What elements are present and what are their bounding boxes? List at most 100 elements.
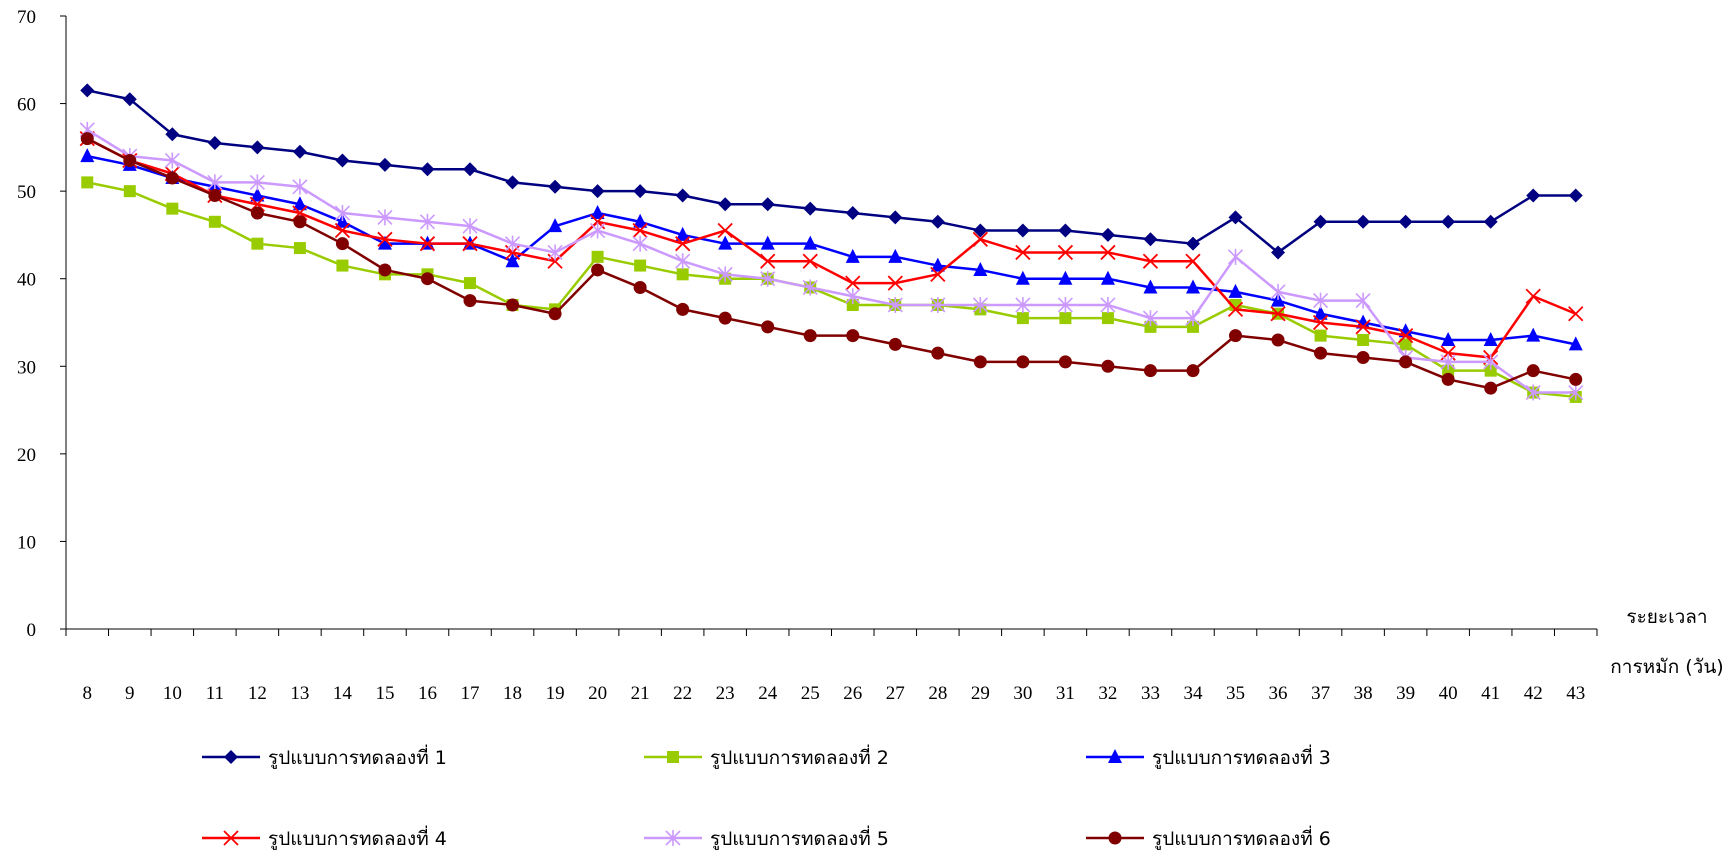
data-point <box>888 337 902 351</box>
data-point <box>208 215 221 228</box>
data-point <box>803 329 817 343</box>
data-point <box>1441 332 1456 347</box>
data-point <box>1525 384 1541 401</box>
data-point <box>973 261 988 276</box>
data-point <box>1271 245 1286 260</box>
data-point <box>1015 244 1031 261</box>
series-line <box>86 128 1576 394</box>
data-point <box>1313 305 1328 320</box>
data-point <box>462 218 478 235</box>
data-point <box>250 140 265 155</box>
data-point <box>930 266 946 282</box>
data-point <box>1399 338 1412 351</box>
data-point <box>80 148 95 163</box>
legend-item-6: รูปแบบการทดลองที่ 6 <box>1086 825 1331 850</box>
data-point <box>931 346 945 360</box>
data-point <box>1568 306 1584 322</box>
data-point <box>676 268 689 281</box>
legend-item-1: รูปแบบการทดลองที่ 1 <box>202 744 447 769</box>
data-point <box>462 236 478 252</box>
data-point <box>1185 253 1201 269</box>
data-point <box>1015 223 1030 238</box>
y-tick-label: 50 <box>17 182 36 203</box>
data-point <box>548 307 562 321</box>
data-point <box>761 320 775 334</box>
data-point <box>1483 214 1498 229</box>
data-point <box>1356 351 1370 365</box>
data-point <box>1313 292 1329 309</box>
x-tick-label: 30 <box>1013 683 1032 704</box>
data-point <box>250 206 264 220</box>
data-point <box>249 174 265 191</box>
data-point <box>123 185 136 198</box>
data-point <box>420 272 434 286</box>
x-axis-title-line2: การหมัก (วัน) <box>1610 656 1723 678</box>
data-point <box>1016 355 1030 369</box>
series-line <box>87 89 1576 254</box>
data-point <box>1355 319 1371 335</box>
legend-marker <box>1108 831 1122 845</box>
x-axis-title-line1: ระยะเวลา <box>1626 606 1707 628</box>
data-point <box>803 201 818 216</box>
x-tick-label: 22 <box>673 683 692 704</box>
data-point <box>1270 306 1286 322</box>
data-point <box>887 275 903 291</box>
x-tick-label: 17 <box>461 683 480 704</box>
data-point <box>293 215 307 229</box>
legend-marker <box>224 750 238 764</box>
data-point <box>334 205 350 222</box>
data-point <box>718 235 733 250</box>
x-tick-label: 34 <box>1183 683 1203 704</box>
data-point <box>1100 270 1115 285</box>
data-point <box>1228 283 1243 298</box>
x-tick-label: 8 <box>83 683 93 704</box>
y-tick-label: 20 <box>17 445 36 466</box>
data-point <box>1399 355 1413 369</box>
data-point <box>1142 253 1159 269</box>
data-point <box>1100 244 1116 261</box>
data-point <box>336 259 349 272</box>
x-tick-label: 23 <box>716 683 735 704</box>
data-point <box>633 213 648 228</box>
data-point <box>1143 232 1158 247</box>
data-point <box>335 237 349 251</box>
legend-item-2: รูปแบบการทดลองที่ 2 <box>644 744 889 769</box>
data-point <box>1143 279 1158 294</box>
data-point <box>464 277 477 290</box>
data-point <box>718 197 733 212</box>
data-point <box>504 235 521 252</box>
x-tick-label: 29 <box>971 683 990 704</box>
data-point <box>675 226 690 241</box>
data-point <box>377 157 392 172</box>
data-point <box>633 280 647 294</box>
x-tick-label: 26 <box>843 683 862 704</box>
x-tick-label: 39 <box>1396 683 1415 704</box>
data-point <box>634 259 647 272</box>
data-point <box>1059 312 1072 325</box>
legend-label: รูปแบบการทดลองที่ 3 <box>1152 744 1331 769</box>
data-point <box>1101 312 1114 325</box>
data-point <box>1440 353 1456 370</box>
x-tick-label: 36 <box>1269 683 1288 704</box>
x-tick-label: 24 <box>758 683 778 704</box>
data-point <box>420 162 435 177</box>
legend-label: รูปแบบการทดลองที่ 1 <box>268 744 447 769</box>
x-tick-label: 32 <box>1098 683 1117 704</box>
data-point <box>760 235 775 250</box>
data-point <box>845 275 861 291</box>
data-point <box>1229 298 1242 311</box>
series-6 <box>80 132 1583 395</box>
data-point <box>1186 364 1200 378</box>
data-point <box>1227 301 1244 318</box>
legend-marker <box>223 830 239 846</box>
data-point <box>1357 334 1370 347</box>
y-tick-label: 70 <box>17 7 36 28</box>
x-tick-label: 25 <box>801 683 820 704</box>
data-point <box>548 179 563 194</box>
legend-marker <box>1108 749 1122 763</box>
data-point <box>1569 372 1583 386</box>
x-tick-label: 19 <box>546 683 565 704</box>
legend-label: รูปแบบการทดลองที่ 6 <box>1152 825 1331 850</box>
data-point <box>802 253 818 269</box>
